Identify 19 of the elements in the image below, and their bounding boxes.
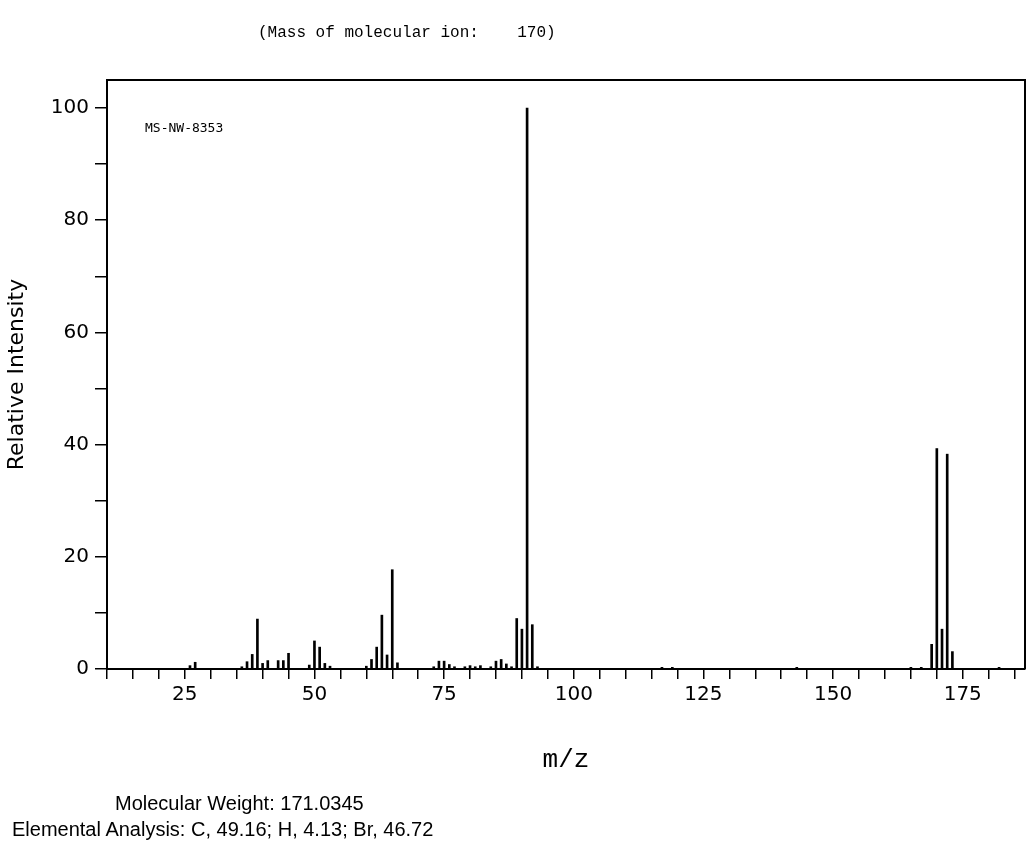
text: Molecular Weight: 171.0345 <box>115 792 364 815</box>
x-tick-label: 125 <box>684 681 723 706</box>
text: (Mass of molecular ion: 170) <box>258 24 556 42</box>
x-tick-label: 100 <box>554 681 593 706</box>
y-tick-label: 40 <box>63 430 89 455</box>
y-tick-label: 20 <box>63 543 89 568</box>
x-tick-label: 25 <box>172 681 198 706</box>
text: Elemental Analysis: C, 49.16; H, 4.13; Br, 46.72 <box>12 818 434 841</box>
y-tick-label: 0 <box>76 655 89 680</box>
x-tick-label: 150 <box>814 681 853 706</box>
y-tick-label: 100 <box>50 94 89 119</box>
x-tick-label: 175 <box>943 681 982 706</box>
y-tick-label: 60 <box>63 318 89 343</box>
x-tick-label: 50 <box>301 681 328 706</box>
annotation: MS-NW-8353 <box>145 120 224 135</box>
y-axis-title: Relative Intensity <box>2 278 28 471</box>
x-axis-title: m/z <box>542 745 590 776</box>
y-tick-label: 80 <box>63 206 89 231</box>
x-tick-label: 75 <box>431 681 457 706</box>
